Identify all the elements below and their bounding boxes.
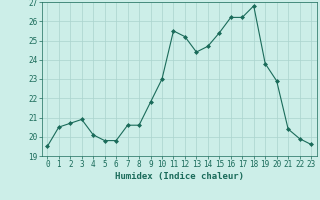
X-axis label: Humidex (Indice chaleur): Humidex (Indice chaleur)	[115, 172, 244, 181]
